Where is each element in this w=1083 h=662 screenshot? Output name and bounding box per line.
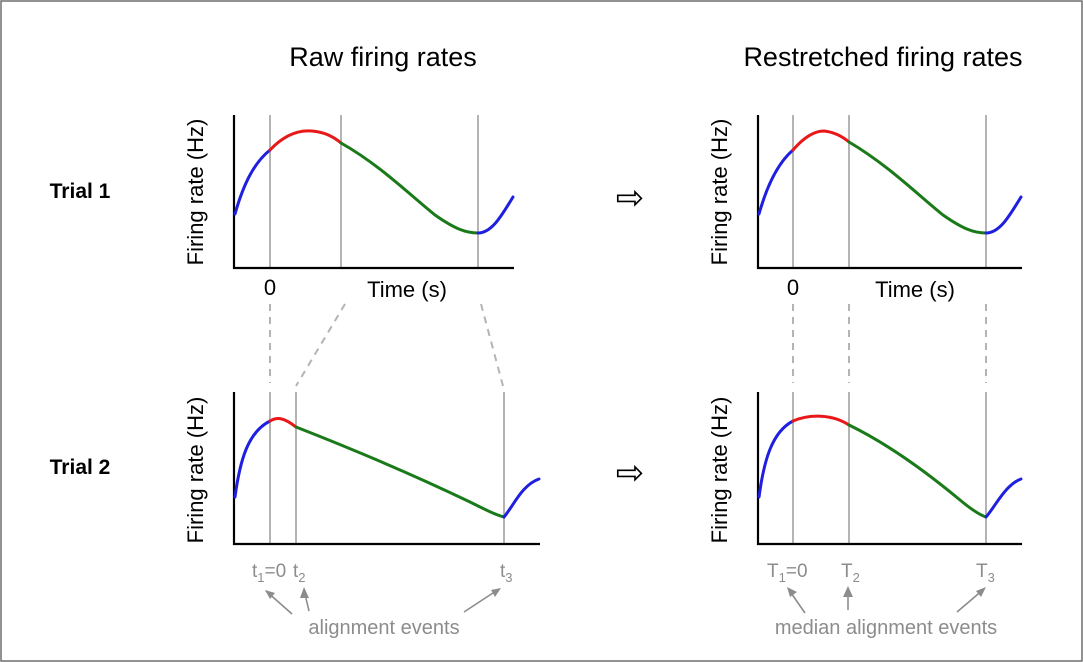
axes [756, 115, 1022, 270]
curve-segment-start [757, 419, 795, 499]
y-axis-label: Firing rate (Hz) [707, 119, 732, 266]
svg-text:T1=0: T1=0 [767, 561, 808, 585]
curve-segment-end [476, 195, 515, 235]
panel-raw-trial-1: Firing rate (Hz) 0 Time (s) [183, 115, 515, 302]
curve-segment-start [233, 148, 272, 216]
panel-restretched-trial-1: Firing rate (Hz) 0 Time (s) [707, 115, 1023, 302]
curve-segment-long [339, 141, 480, 235]
x-axis-label: Time (s) [875, 277, 955, 302]
event-label-T2: T2 [841, 561, 860, 585]
arrowhead-t3-icon [491, 588, 501, 597]
trial-1-arrow-icon: ⇨ [616, 179, 645, 217]
trial-2-arrow-icon: ⇨ [616, 454, 645, 492]
svg-text:t2: t2 [293, 561, 306, 585]
arrowhead-T1-icon [787, 587, 797, 597]
panel-restretched-trial-2: Firing rate (Hz) T1=0 T2 T3 median align… [707, 392, 1023, 639]
median-alignment-arrows [787, 586, 986, 614]
dashed-line-t3 [480, 303, 504, 387]
curve-segment-long [847, 423, 988, 519]
zero-tick-label: 0 [264, 275, 276, 300]
curve-segment-end [502, 477, 541, 519]
axes [232, 392, 540, 546]
event-label-T3: T3 [976, 561, 995, 585]
arrowhead-t2-icon [300, 587, 309, 598]
curve-segment-end [984, 477, 1023, 519]
curve-segment-long [294, 425, 506, 519]
median-alignment-events-label: median alignment events [775, 617, 997, 639]
curve-segment-middle [268, 129, 343, 152]
event-label-t3: t3 [500, 561, 513, 585]
svg-text:T3: T3 [976, 561, 995, 585]
dashed-line-t2 [295, 303, 346, 387]
curve-segment-middle [268, 417, 298, 429]
x-axis-label: Time (s) [367, 277, 447, 302]
arrowhead-T3-icon [976, 587, 986, 597]
event-label-T1: T1=0 [767, 561, 808, 585]
alignment-events-label: alignment events [308, 617, 459, 639]
y-axis-label: Firing rate (Hz) [183, 119, 208, 266]
axes [756, 392, 1022, 546]
curve-segment-middle [791, 414, 851, 427]
svg-text:T2: T2 [841, 561, 860, 585]
arrowhead-t1-icon [265, 590, 275, 599]
panel-raw-trial-2: Firing rate (Hz) t1=0 t2 t3 alignment ev… [183, 392, 541, 639]
curve-segment-end [984, 195, 1023, 235]
raw-firing-rates-title: Raw firing rates [289, 42, 477, 72]
curve-segment-start [757, 148, 795, 216]
trial-1-label: Trial 1 [50, 180, 111, 203]
y-axis-label: Firing rate (Hz) [183, 397, 208, 544]
event-label-t2: t2 [293, 561, 306, 585]
restretched-firing-rates-title: Restretched firing rates [743, 42, 1022, 72]
curve-segment-middle [791, 129, 851, 152]
curve-segment-long [847, 140, 988, 235]
alignment-correspondence-lines [269, 303, 987, 387]
y-axis-label: Firing rate (Hz) [707, 397, 732, 544]
alignment-arrows [265, 587, 501, 615]
trial-2-label: Trial 2 [50, 456, 111, 479]
axes [232, 115, 514, 270]
event-label-t1: t1=0 [252, 561, 286, 585]
arrowhead-T2-icon [843, 586, 853, 597]
svg-text:t3: t3 [500, 561, 513, 585]
zero-tick-label: 0 [787, 275, 799, 300]
svg-text:t1=0: t1=0 [252, 561, 286, 585]
curve-segment-start [233, 419, 272, 499]
